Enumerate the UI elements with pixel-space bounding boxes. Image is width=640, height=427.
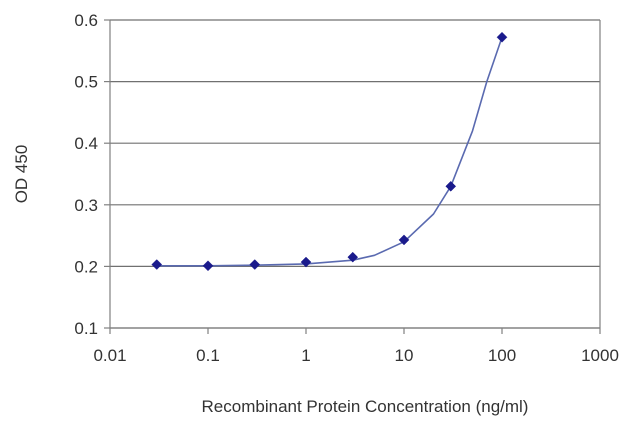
x-tick-label-3: 10 (395, 346, 414, 365)
data-point-0-4 (347, 251, 359, 263)
y-tick-label-1: 0.2 (74, 257, 98, 276)
y-tick-label-2: 0.3 (74, 196, 98, 215)
data-point-0-3 (300, 256, 312, 268)
x-tick-labels: 0.01 0.1 1 10 100 1000 (93, 346, 618, 365)
data-point-0-2 (249, 259, 261, 270)
gridlines (110, 19, 600, 329)
x-tick-label-1: 0.1 (196, 346, 220, 365)
data-point-0-0 (151, 259, 163, 270)
y-tick-label-4: 0.5 (74, 73, 98, 92)
axes (104, 19, 601, 334)
x-tick-label-4: 100 (488, 346, 516, 365)
fit-curve-line (156, 36, 503, 267)
y-tick-label-0: 0.1 (74, 319, 98, 338)
y-tick-labels: 0.1 0.2 0.3 0.4 0.5 0.6 (74, 11, 98, 338)
fit-curve (156, 36, 503, 267)
data-point-0-7 (496, 31, 508, 43)
data-points (151, 31, 508, 272)
x-tick-label-0: 0.01 (93, 346, 126, 365)
data-point-0-5 (398, 234, 410, 246)
data-point-0-6 (445, 180, 457, 192)
y-tick-label-3: 0.4 (74, 134, 98, 153)
y-tick-label-5: 0.6 (74, 11, 98, 30)
x-tick-label-2: 1 (301, 346, 310, 365)
x-tick-label-5: 1000 (581, 346, 619, 365)
data-point-0-1 (202, 260, 214, 272)
y-axis-title: OD 450 (12, 145, 31, 204)
x-axis-title: Recombinant Protein Concentration (ng/ml… (202, 397, 529, 416)
